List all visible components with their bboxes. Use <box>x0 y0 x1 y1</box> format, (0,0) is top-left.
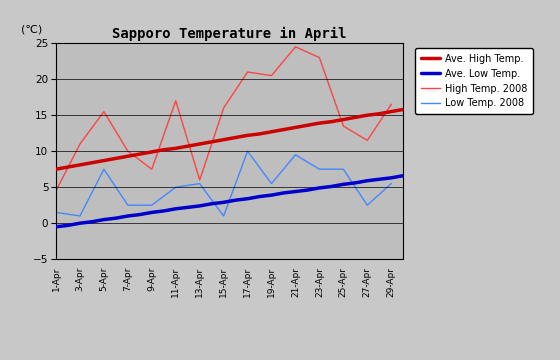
Ave. Low Temp. <box>197 204 203 208</box>
Low Temp. 2008 <box>316 167 323 171</box>
High Temp. 2008 <box>197 178 203 182</box>
Ave. High Temp. <box>148 150 155 154</box>
Low Temp. 2008 <box>292 153 299 157</box>
Ave. Low Temp. <box>172 207 179 211</box>
High Temp. 2008 <box>244 70 251 74</box>
Low Temp. 2008 <box>172 185 179 189</box>
Ave. High Temp. <box>88 161 95 165</box>
Ave. High Temp. <box>197 142 203 146</box>
High Temp. 2008 <box>77 142 83 146</box>
High Temp. 2008 <box>388 102 395 107</box>
Ave. Low Temp. <box>124 214 131 218</box>
Low Temp. 2008 <box>124 203 131 207</box>
Ave. High Temp. <box>220 138 227 142</box>
High Temp. 2008 <box>292 45 299 49</box>
Line: High Temp. 2008: High Temp. 2008 <box>56 47 391 191</box>
High Temp. 2008 <box>220 106 227 110</box>
Ave. Low Temp. <box>280 191 287 195</box>
Ave. Low Temp. <box>400 174 407 178</box>
Low Temp. 2008 <box>244 149 251 153</box>
Ave. Low Temp. <box>77 221 83 225</box>
Line: Low Temp. 2008: Low Temp. 2008 <box>56 151 391 216</box>
Ave. Low Temp. <box>148 210 155 215</box>
Low Temp. 2008 <box>268 181 275 186</box>
Ave. Low Temp. <box>268 193 275 197</box>
Ave. Low Temp. <box>388 176 395 180</box>
Ave. Low Temp. <box>64 223 71 228</box>
Low Temp. 2008 <box>148 203 155 207</box>
Ave. Low Temp. <box>292 189 299 194</box>
High Temp. 2008 <box>101 109 108 114</box>
Ave. Low Temp. <box>232 198 239 202</box>
Low Temp. 2008 <box>77 214 83 218</box>
Ave. High Temp. <box>256 132 263 136</box>
Ave. Low Temp. <box>113 216 119 220</box>
Line: Ave. Low Temp.: Ave. Low Temp. <box>56 176 403 227</box>
Ave. High Temp. <box>268 130 275 134</box>
Ave. Low Temp. <box>244 197 251 201</box>
High Temp. 2008 <box>364 138 371 143</box>
Ave. High Temp. <box>364 113 371 117</box>
Ave. High Temp. <box>340 117 347 122</box>
Ave. High Temp. <box>172 146 179 150</box>
Low Temp. 2008 <box>220 214 227 218</box>
Ave. High Temp. <box>400 107 407 112</box>
Ave. High Temp. <box>160 148 167 152</box>
High Temp. 2008 <box>268 73 275 78</box>
Ave. High Temp. <box>352 115 358 120</box>
Ave. High Temp. <box>244 133 251 138</box>
Ave. High Temp. <box>328 120 335 124</box>
Ave. High Temp. <box>232 135 239 140</box>
Ave. Low Temp. <box>53 225 59 229</box>
Ave. Low Temp. <box>101 217 108 222</box>
High Temp. 2008 <box>148 167 155 171</box>
Ave. Low Temp. <box>184 205 191 210</box>
High Temp. 2008 <box>172 99 179 103</box>
Line: Ave. High Temp.: Ave. High Temp. <box>56 109 403 169</box>
Low Temp. 2008 <box>340 167 347 171</box>
Ave. Low Temp. <box>316 186 323 190</box>
High Temp. 2008 <box>53 189 59 193</box>
Ave. High Temp. <box>113 156 119 161</box>
High Temp. 2008 <box>316 55 323 60</box>
Ave. Low Temp. <box>137 212 143 217</box>
Title: Sapporo Temperature in April: Sapporo Temperature in April <box>113 27 347 41</box>
Ave. High Temp. <box>280 127 287 132</box>
Ave. Low Temp. <box>328 184 335 189</box>
Text: (℃): (℃) <box>21 24 43 35</box>
Ave. Low Temp. <box>256 194 263 199</box>
Legend: Ave. High Temp., Ave. Low Temp., High Temp. 2008, Low Temp. 2008: Ave. High Temp., Ave. Low Temp., High Te… <box>415 48 533 114</box>
Ave. High Temp. <box>77 163 83 167</box>
Ave. High Temp. <box>388 109 395 114</box>
Ave. Low Temp. <box>208 202 215 206</box>
Ave. Low Temp. <box>160 209 167 213</box>
Ave. High Temp. <box>124 154 131 158</box>
Ave. High Temp. <box>316 121 323 125</box>
High Temp. 2008 <box>340 124 347 128</box>
Ave. Low Temp. <box>352 181 358 185</box>
Ave. Low Temp. <box>340 182 347 186</box>
Low Temp. 2008 <box>197 181 203 186</box>
Ave. High Temp. <box>64 165 71 169</box>
Ave. High Temp. <box>184 144 191 148</box>
Ave. High Temp. <box>208 140 215 144</box>
Ave. High Temp. <box>137 152 143 156</box>
Ave. Low Temp. <box>220 200 227 204</box>
Ave. High Temp. <box>53 167 59 171</box>
Low Temp. 2008 <box>101 167 108 171</box>
Ave. Low Temp. <box>364 179 371 183</box>
Ave. High Temp. <box>304 123 311 127</box>
Ave. High Temp. <box>376 112 382 116</box>
Low Temp. 2008 <box>364 203 371 207</box>
Ave. Low Temp. <box>376 177 382 181</box>
Ave. High Temp. <box>101 158 108 163</box>
Ave. Low Temp. <box>88 220 95 224</box>
Low Temp. 2008 <box>53 210 59 215</box>
Low Temp. 2008 <box>388 181 395 186</box>
Ave. High Temp. <box>292 125 299 130</box>
High Temp. 2008 <box>124 149 131 153</box>
Ave. Low Temp. <box>304 188 311 192</box>
